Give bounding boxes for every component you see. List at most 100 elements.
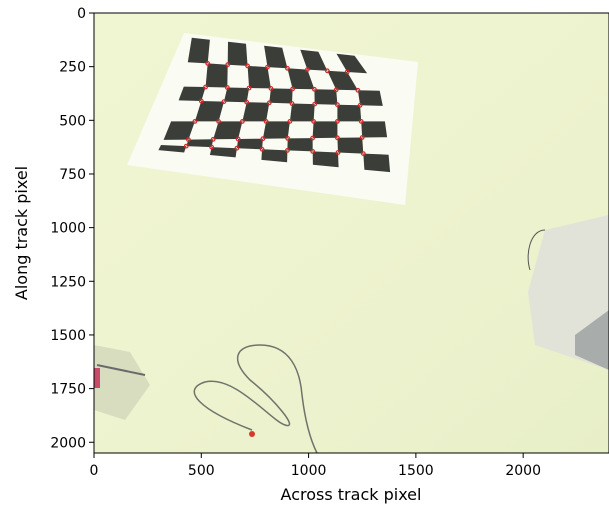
checkerboard-target [158,37,391,173]
checker-square [363,153,391,173]
corner-marker [183,143,189,149]
checker-square [312,121,338,139]
corner-marker [310,148,316,154]
stand-base [94,345,150,420]
corner-marker [355,87,361,93]
checker-square [187,37,210,64]
x-tick-label: 2000 [505,463,541,479]
corner-marker [244,99,250,105]
corner-marker [285,65,290,71]
corner-marker [246,85,252,91]
corner-marker [311,118,317,124]
corner-marker [344,69,350,75]
checker-square [269,88,293,104]
corner-marker [260,136,266,142]
corner-marker [266,100,272,106]
y-tick-label: 1000 [50,221,86,237]
checker-square [337,104,362,122]
y-axis-label: Along track pixel [12,166,31,300]
checker-square [361,121,388,138]
y-axis: 0 250 500 750 1000 1250 1500 1750 2000 [50,6,94,451]
checker-square [312,151,339,168]
photo-image [94,13,609,453]
checker-square [163,121,195,140]
corner-marker [185,137,191,143]
corner-marker [234,145,240,151]
stand-marker [94,368,100,388]
checker-square [262,121,290,139]
corner-marker [235,136,241,142]
y-tick-label: 0 [77,6,86,22]
checker-square [227,41,248,66]
corner-marker [360,151,366,157]
checker-square [300,49,328,71]
corner-marker [245,63,251,69]
corner-marker [289,101,295,106]
checker-square [236,138,263,150]
checker-square [205,63,228,88]
y-tick-label: 1250 [50,274,86,290]
checker-square [289,103,315,122]
corner-marker [221,99,227,104]
corner-marker [324,68,330,74]
checker-square [247,65,271,89]
corner-marker [335,118,340,124]
corner-marker [290,86,296,92]
corner-marker [209,144,215,150]
corner-marker [203,84,209,90]
checker-square [337,137,364,154]
corner-marker [225,62,231,68]
y-tick-label: 2000 [50,435,86,451]
y-tick-label: 1750 [50,382,86,398]
x-tick-label: 500 [188,463,215,479]
corner-marker [285,135,291,141]
checker-square [287,68,315,90]
corner-marker [359,135,365,140]
corner-marker [357,102,363,108]
corner-marker [239,118,245,124]
corner-marker [224,85,230,90]
corner-marker [312,101,318,107]
corner-marker [358,118,364,124]
y-tick-label: 750 [59,167,86,183]
checker-square [242,102,270,122]
device-fan [575,310,609,370]
corner-marker [259,146,265,152]
checker-square [287,138,313,152]
checker-square [336,53,368,74]
corner-marker [192,118,198,124]
corner-marker [335,135,340,141]
corner-marker [216,118,222,124]
x-tick-label: 1000 [291,463,327,479]
device-cable [527,229,546,271]
x-tick-label: 1500 [398,463,434,479]
y-tick-label: 500 [59,113,86,129]
y-tick-label: 1500 [50,328,86,344]
checker-square [178,86,206,101]
corner-marker [312,86,317,92]
checker-square [357,90,383,106]
checker-square [261,149,288,163]
corner-marker [263,118,269,124]
corner-marker [287,118,293,124]
checker-square [209,147,237,158]
checker-square [264,45,288,69]
corner-marker [333,87,339,93]
checker-square [314,89,338,105]
corner-marker [310,135,316,141]
cable-plug [249,431,255,437]
plot-frame [93,12,609,454]
corner-marker [305,67,310,72]
corner-marker [205,61,211,66]
corner-marker [198,98,204,104]
corner-marker [265,64,270,70]
x-axis: 0 500 1000 1500 2000 [90,453,541,479]
checker-square [194,101,224,122]
checker-square [327,70,358,91]
x-axis-label: Across track pixel [281,485,422,504]
checker-square [158,145,187,153]
y-tick-label: 250 [59,60,86,76]
corner-marker [210,136,216,142]
